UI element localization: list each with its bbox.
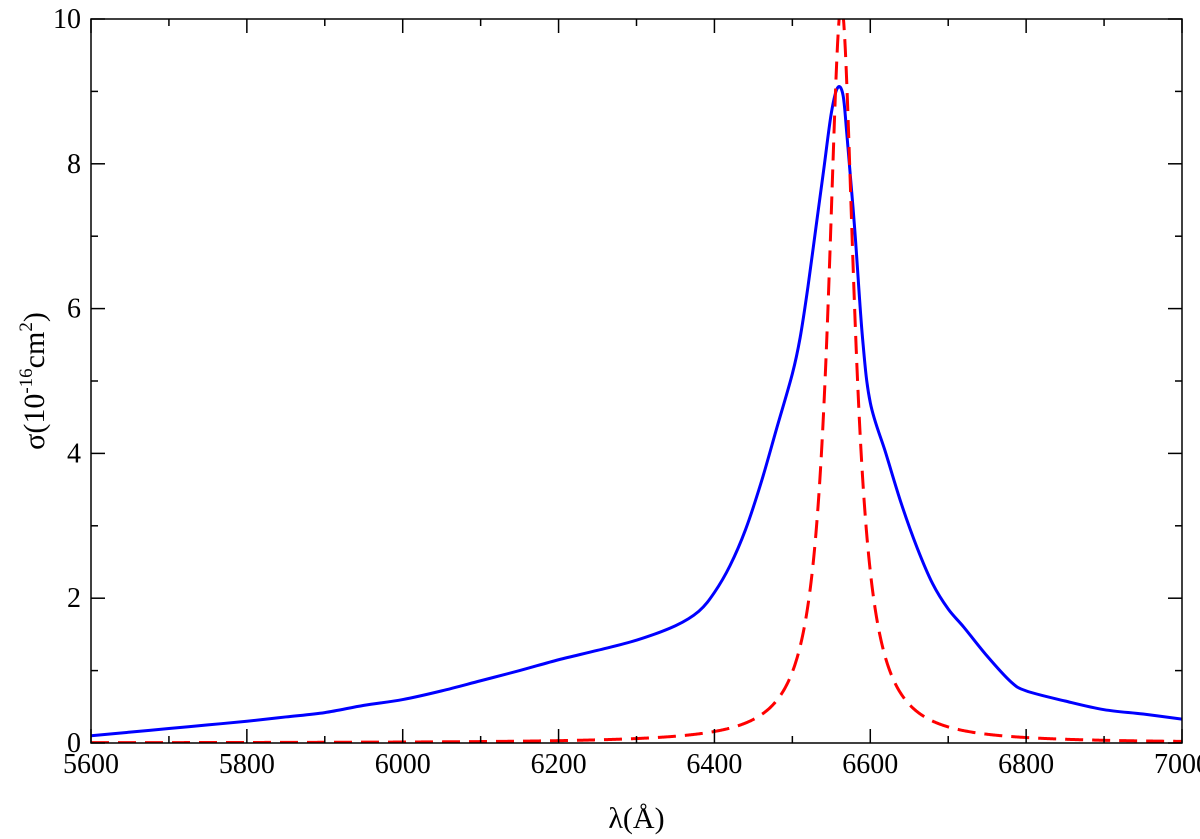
series-line-dashed bbox=[91, 19, 1182, 743]
y-axis-label-exp2: 2 bbox=[16, 322, 37, 332]
y-tick-label: 8 bbox=[67, 149, 81, 180]
y-axis-label-exp1: -16 bbox=[16, 368, 37, 393]
y-tick-label: 6 bbox=[67, 294, 81, 325]
x-tick-label: 6400 bbox=[686, 749, 742, 780]
y-axis-label-prefix: σ(10 bbox=[18, 394, 51, 450]
x-tick-label: 5800 bbox=[219, 749, 275, 780]
x-axis-label: λ(Å) bbox=[608, 802, 664, 835]
y-axis-label-mid: cm bbox=[18, 332, 51, 369]
y-tick-label: 2 bbox=[67, 583, 81, 614]
plot-lines bbox=[91, 19, 1182, 743]
y-axis-label: σ(10-16cm2) bbox=[16, 312, 51, 450]
series-line-solid bbox=[91, 85, 1182, 738]
x-tick-label: 6800 bbox=[998, 749, 1054, 780]
x-tick-label: 6600 bbox=[842, 749, 898, 780]
plot-frame bbox=[90, 18, 1183, 744]
x-tick-label: 6000 bbox=[375, 749, 431, 780]
x-tick-label: 6200 bbox=[531, 749, 587, 780]
y-tick-label: 0 bbox=[67, 728, 81, 759]
y-axis-label-suffix: ) bbox=[18, 312, 51, 322]
x-tick-label: 5600 bbox=[63, 749, 119, 780]
axis-ticks bbox=[90, 18, 1183, 744]
y-tick-label: 4 bbox=[67, 438, 81, 469]
y-tick-label: 10 bbox=[53, 4, 81, 35]
y-tick-labels: 0 2 4 6 8 10 bbox=[53, 4, 81, 759]
